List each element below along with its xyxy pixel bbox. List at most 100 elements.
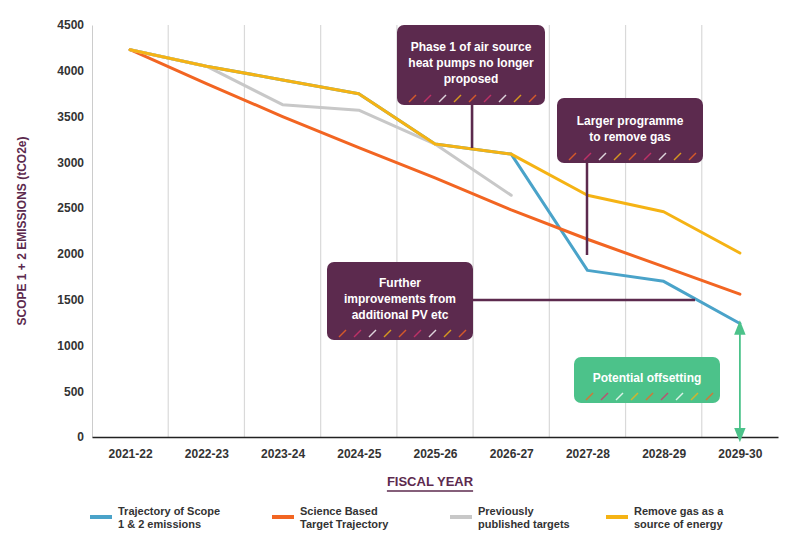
annotation-hatch — [601, 393, 608, 400]
annotation-hatch — [454, 95, 461, 102]
annotation-box — [327, 262, 473, 340]
annotation-hatch — [586, 393, 593, 400]
annotation-text: Larger programme to remove gas — [577, 114, 684, 144]
legend-label-line: Science Based — [300, 505, 378, 517]
y-tick-label: 2000 — [57, 247, 84, 261]
y-tick-label: 500 — [64, 385, 84, 399]
x-tick-label: 2028-29 — [642, 447, 686, 461]
legend-item: Previouslypublished targets — [450, 505, 570, 530]
annotation-hatch — [661, 393, 668, 400]
x-tick: 2026-27 — [490, 437, 534, 461]
annotation-connector — [471, 105, 474, 148]
annotation-connector — [586, 163, 589, 255]
annotation-hatch — [399, 330, 406, 337]
annotation-text-line: Larger programme — [577, 114, 684, 128]
x-tick-label: 2025-26 — [413, 447, 457, 461]
chart-container: 0500100015002000250030003500400045002021… — [0, 0, 800, 554]
x-axis-title: FISCAL YEAR — [387, 474, 474, 489]
y-axis: 050010001500200025003000350040004500 — [57, 18, 92, 444]
annotation-hatch — [689, 153, 696, 160]
annotation-text: Furtherimprovements fromadditional PV et… — [344, 276, 456, 322]
annotation-hatch — [674, 153, 681, 160]
annotation-hatch — [459, 330, 466, 337]
annotation: Larger programme to remove gas — [557, 98, 703, 255]
x-tick: 2024-25 — [337, 437, 381, 461]
y-tick-label: 4500 — [57, 18, 84, 32]
annotation-text-line: improvements from — [344, 292, 456, 306]
x-axis: 2021-22 2022-23 2023-24 2024-25 2025-26 2026-… — [93, 437, 779, 461]
annotations: Phase 1 of air source heat pumps no longe… — [327, 25, 720, 403]
annotation-text-line: Potential offsetting — [593, 371, 702, 385]
annotation-connector — [473, 299, 695, 302]
annotation-hatch — [484, 95, 491, 102]
annotation-hatch — [369, 330, 376, 337]
annotation-hatch — [631, 393, 638, 400]
annotation-text-line: to remove gas — [589, 130, 671, 144]
annotation-hatch — [499, 95, 506, 102]
annotation-hatch — [529, 95, 536, 102]
annotation-hatch — [354, 330, 361, 337]
x-tick: 2028-29 — [642, 437, 686, 461]
legend-label: Trajectory of Scope1 & 2 emissions — [118, 505, 220, 530]
y-tick: 3000 — [57, 156, 92, 170]
grid-line — [549, 25, 550, 437]
y-tick-label: 3000 — [57, 156, 84, 170]
annotation-hatch — [339, 330, 346, 337]
y-tick: 2000 — [57, 247, 92, 261]
annotation-hatch — [584, 153, 591, 160]
annotation-box — [557, 98, 703, 163]
y-tick-label: 1000 — [57, 339, 84, 353]
legend-label: Previouslypublished targets — [478, 505, 570, 530]
series-line — [130, 50, 511, 196]
y-tick-label: 2500 — [57, 201, 84, 215]
annotation-hatch — [599, 153, 606, 160]
x-tick: 2023-24 — [261, 437, 305, 461]
grid-line — [168, 25, 169, 437]
annotation-hatch — [384, 330, 391, 337]
annotation-hatch — [429, 330, 436, 337]
legend-item: Trajectory of Scope1 & 2 emissions — [90, 505, 220, 530]
legend-label: Science BasedTarget Trajectory — [300, 505, 389, 530]
x-tick: 2022-23 — [185, 437, 229, 461]
legend-item: Science BasedTarget Trajectory — [272, 505, 389, 530]
annotation-text: Phase 1 of air source heat pumps no longe… — [408, 40, 534, 86]
y-tick-label: 4000 — [57, 64, 84, 78]
annotation-hatch — [444, 330, 451, 337]
x-tick: 2021-22 — [109, 437, 153, 461]
annotation-text-line: Further — [379, 276, 421, 290]
annotation-hatch — [629, 153, 636, 160]
x-tick-label: 2022-23 — [185, 447, 229, 461]
annotation-hatch — [469, 95, 476, 102]
legend-swatch — [606, 515, 628, 519]
y-tick-label: 3500 — [57, 110, 84, 124]
annotation-box — [397, 25, 545, 105]
annotation-hatch — [659, 153, 666, 160]
y-tick: 1000 — [57, 339, 92, 353]
y-tick: 4000 — [57, 64, 92, 78]
annotation-hatch — [644, 153, 651, 160]
legend-item: Remove gas as asource of energy — [606, 505, 724, 530]
legend-label-line: Target Trajectory — [300, 518, 389, 530]
annotation-hatch — [614, 153, 621, 160]
annotation-box — [574, 357, 720, 403]
x-axis-title-underline — [387, 490, 473, 492]
y-tick: 2500 — [57, 201, 92, 215]
legend: Trajectory of Scope1 & 2 emissions Scienc… — [90, 505, 724, 530]
annotation-hatch — [676, 393, 683, 400]
legend-swatch — [272, 515, 294, 519]
legend-label: Remove gas as asource of energy — [634, 505, 724, 530]
y-tick-label: 0 — [77, 430, 84, 444]
annotation-hatch — [706, 393, 713, 400]
x-tick-label: 2023-24 — [261, 447, 305, 461]
annotation-hatch — [569, 153, 576, 160]
x-axis-line — [93, 437, 779, 439]
annotation-hatch — [424, 95, 431, 102]
legend-label-line: 1 & 2 emissions — [118, 518, 201, 530]
annotation-text-line: Phase 1 of air source — [411, 40, 532, 54]
annotation-text: Potential offsetting — [593, 371, 702, 385]
x-tick: 2027-28 — [566, 437, 610, 461]
annotation-hatch — [439, 95, 446, 102]
x-tick-label: 2029-30 — [718, 447, 762, 461]
annotation-text-line: heat pumps no longer — [408, 56, 534, 70]
legend-label-line: Remove gas as a — [634, 505, 724, 517]
